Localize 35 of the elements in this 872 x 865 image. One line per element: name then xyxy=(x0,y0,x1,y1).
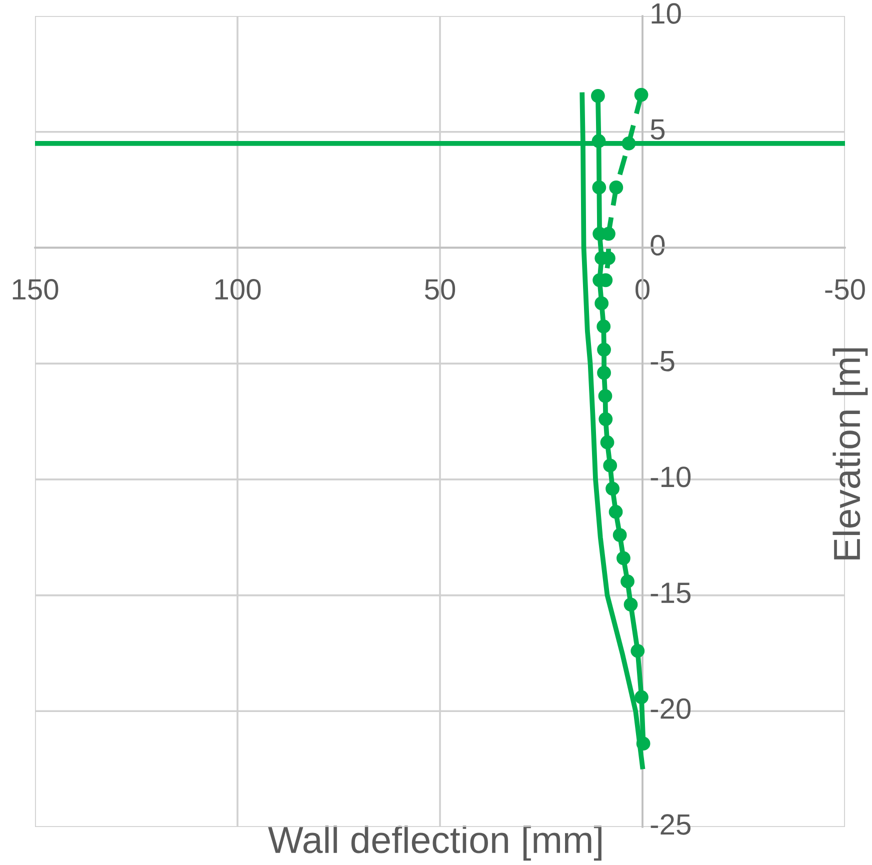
point xyxy=(598,389,612,403)
point xyxy=(591,88,605,103)
y-tick-label: -20 xyxy=(650,698,691,719)
point xyxy=(603,458,618,472)
y-tick-label: -15 xyxy=(650,582,690,604)
point xyxy=(594,296,609,310)
point xyxy=(630,644,645,658)
point xyxy=(616,551,630,566)
x-axis-title: Wall deflection [mm] xyxy=(268,826,602,861)
point xyxy=(624,598,638,612)
point xyxy=(634,88,648,102)
point xyxy=(609,180,624,194)
point xyxy=(620,574,634,588)
x-tick-label: -50 xyxy=(825,279,865,300)
y-tick-label: 5 xyxy=(650,119,665,140)
point xyxy=(597,342,611,357)
point xyxy=(608,504,623,519)
point xyxy=(606,482,620,496)
x-tick-label: 50 xyxy=(424,279,456,300)
x-tick-label: 150 xyxy=(12,279,58,300)
x-tick-label: 100 xyxy=(215,279,261,300)
point xyxy=(612,528,627,542)
x-tick-label: 0 xyxy=(636,279,650,300)
point xyxy=(598,412,613,426)
point xyxy=(597,366,611,380)
point xyxy=(634,690,648,704)
point xyxy=(592,180,606,194)
y-tick-label: -5 xyxy=(650,351,674,372)
y-axis-title: Elevation [m] xyxy=(832,348,868,560)
y-tick-label: -10 xyxy=(650,466,691,488)
point xyxy=(596,320,611,334)
y-tick-label: -25 xyxy=(650,814,690,835)
y-tick-label: 10 xyxy=(652,3,681,24)
point xyxy=(600,435,614,450)
point xyxy=(636,736,650,751)
